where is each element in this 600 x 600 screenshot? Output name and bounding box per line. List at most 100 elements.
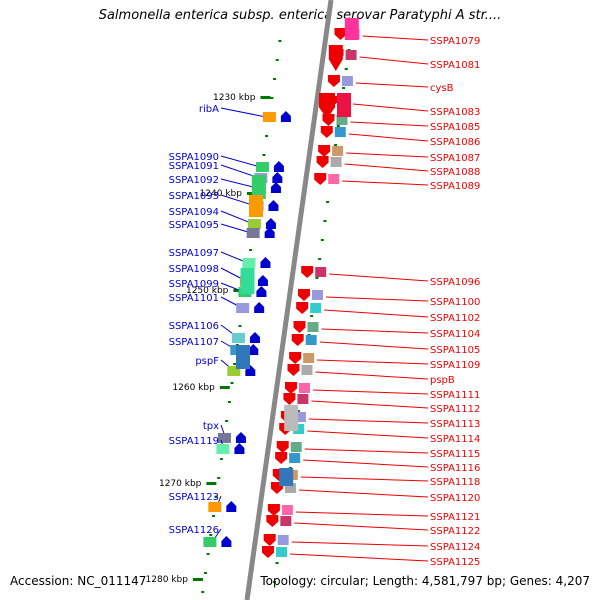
scale-label: 1270 kbp	[159, 479, 202, 489]
gene-arrow	[270, 182, 281, 193]
gene-arrow	[301, 266, 314, 278]
gene-feature-box	[305, 335, 317, 345]
tick-mark	[201, 591, 205, 593]
gene-feature-box	[310, 303, 322, 313]
gene-feature-box	[294, 412, 306, 422]
gene-arrow	[221, 536, 232, 547]
gene-feature-box	[293, 424, 305, 434]
gene-feature-box	[216, 444, 230, 454]
tick-mark	[219, 458, 223, 460]
tick-mark	[296, 410, 300, 412]
gene-feature-box	[247, 219, 261, 229]
gene-feature-box	[262, 112, 276, 122]
gene-label-left: SSPA1094	[169, 207, 219, 218]
scale-label: 1230 kbp	[213, 93, 256, 103]
gene-label-left: SSPA1095	[169, 220, 219, 231]
gene-label-left: SSPA1106	[169, 321, 219, 332]
gene-label-left: SSPA1093	[169, 191, 219, 202]
tick-mark	[318, 258, 322, 260]
gene-feature-box	[277, 535, 289, 545]
gene-feature-box	[297, 394, 309, 404]
gene-arrow	[235, 432, 246, 443]
gene-label-left: tpx	[203, 421, 219, 432]
gene-label-right: SSPA1081	[430, 60, 480, 71]
gene-label-right: SSPA1083	[430, 107, 480, 118]
leader-line	[311, 400, 429, 409]
scale-label: 1240 kbp	[200, 189, 243, 199]
leader-line	[350, 121, 429, 127]
leader-line	[298, 489, 429, 498]
gene-arrow	[272, 172, 283, 183]
gene-arrow	[322, 114, 335, 126]
gene-feature-box	[246, 228, 260, 238]
gene-label-left: SSPA1092	[169, 175, 219, 186]
tick-mark	[233, 363, 237, 365]
gene-feature-box	[301, 365, 313, 375]
gene-arrow	[276, 441, 289, 453]
gene-feature-box	[249, 195, 263, 217]
genome-backbone	[244, 0, 334, 600]
gene-label-left: SSPA1090	[169, 152, 219, 163]
tick-mark	[262, 154, 266, 156]
tick-mark	[326, 201, 330, 203]
gene-label-right: SSPA1085	[430, 122, 480, 133]
leader-line	[294, 522, 429, 531]
leader-line	[344, 163, 429, 172]
tick-mark	[344, 68, 348, 70]
gene-label-right: SSPA1113	[430, 419, 480, 430]
gene-feature-box	[330, 157, 342, 167]
gene-label-right: SSPA1104	[430, 329, 480, 340]
gene-label-right: SSPA1121	[430, 512, 480, 523]
gene-label-left: SSPA1101	[169, 293, 219, 304]
tick-mark	[230, 382, 234, 384]
map-title: Salmonella enterica subsp. enterica sero…	[98, 8, 502, 23]
tick-mark	[334, 144, 338, 146]
tick-mark	[275, 59, 279, 61]
leader-line	[289, 553, 429, 562]
gene-label-left: SSPA1119	[169, 436, 219, 447]
gene-feature-box	[217, 433, 231, 443]
gene-arrow	[334, 28, 347, 40]
gene-arrow	[291, 334, 304, 346]
gene-label-right: SSPA1118	[430, 477, 480, 488]
gene-arrow	[264, 227, 275, 238]
gene-arrow	[328, 45, 343, 71]
leader-line	[291, 541, 429, 547]
gene-label-right: SSPA1105	[430, 345, 480, 356]
gene-arrow	[319, 93, 335, 119]
gene-arrow	[284, 382, 297, 394]
gene-arrow	[260, 257, 271, 268]
gene-feature-box	[227, 366, 241, 376]
gene-label-left: SSPA1097	[169, 248, 219, 259]
gene-feature-box	[290, 442, 302, 452]
gene-label-right: pspB	[430, 375, 455, 386]
gene-label-right: SSPA1125	[430, 557, 480, 568]
gene-label-right: SSPA1124	[430, 542, 480, 553]
gene-arrow	[265, 218, 276, 229]
gene-arrow	[266, 515, 279, 527]
tick-mark	[249, 249, 253, 251]
gene-label-right: cysB	[430, 83, 454, 94]
topology-label: Topology: circular; Length: 4,581,797 bp…	[260, 574, 590, 588]
tick-mark	[238, 325, 242, 327]
leader-line	[304, 448, 429, 454]
gene-feature-box	[208, 502, 222, 512]
gene-label-right: SSPA1086	[430, 137, 480, 148]
tick-mark	[320, 239, 324, 241]
gene-arrow	[289, 352, 302, 364]
gene-feature-box	[284, 405, 299, 431]
gene-feature-box	[337, 93, 351, 117]
gene-arrow	[248, 344, 259, 355]
gene-label-right: SSPA1089	[430, 181, 480, 192]
gene-label-right: SSPA1088	[430, 167, 480, 178]
scale-tick	[192, 578, 203, 581]
gene-label-right: SSPA1100	[430, 297, 480, 308]
leader-line	[346, 152, 429, 158]
tick-mark	[342, 87, 346, 89]
tick-mark	[275, 562, 279, 564]
gene-label-left: SSPA1126	[169, 525, 219, 536]
tick-mark	[265, 135, 269, 137]
gene-label-left: ribA	[199, 104, 219, 115]
gene-label-right: SSPA1109	[430, 360, 480, 371]
